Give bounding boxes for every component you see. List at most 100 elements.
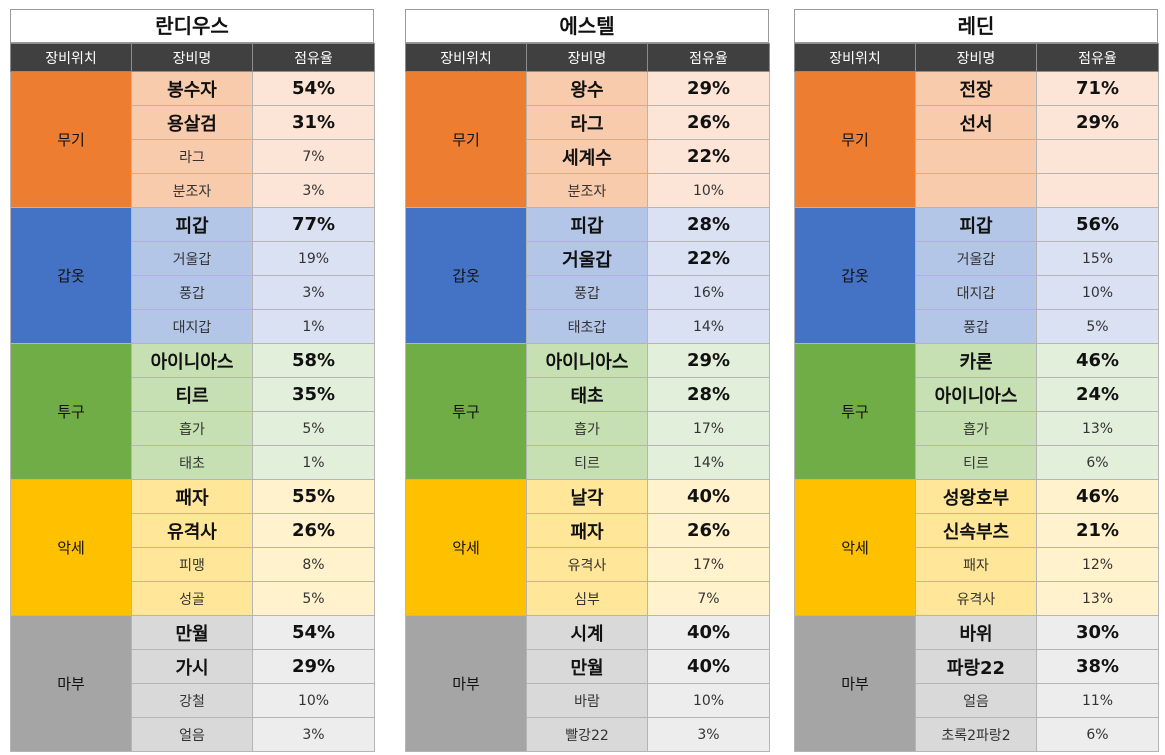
item-name-cell: 날각 [526,479,648,514]
item-name-cell [915,139,1037,174]
share-cell: 29% [252,649,375,684]
table-row: 거울갑 15% [795,241,1159,276]
table-row: 유격사 26% [11,513,375,548]
item-name-cell: 가시 [131,649,253,684]
table-row: 라그 26% [406,105,770,140]
table-row: 라그 7% [11,139,375,174]
share-cell: 31% [252,105,375,140]
share-cell: 26% [647,105,770,140]
share-cell: 13% [1036,581,1159,616]
share-cell: 3% [252,717,375,752]
table-row: 티르 35% [11,377,375,412]
share-cell: 54% [252,615,375,650]
share-cell: 7% [647,581,770,616]
equipment-table: 장비위치 장비명 점유율 무기 봉수자 54% 용살검 31% 라그 7% 분조자 3% 갑옷 피갑 77%… [10,43,375,752]
share-cell: 15% [1036,241,1159,276]
table-row: 흡가 5% [11,411,375,446]
item-name-cell: 패자 [526,513,648,548]
header-position: 장비위치 [10,43,132,72]
item-name-cell: 흡가 [131,411,253,446]
item-name-cell: 태초갑 [526,309,648,344]
item-name-cell: 대지갑 [915,275,1037,310]
table-row: 흡가 13% [795,411,1159,446]
panel-title: 레딘 [794,9,1158,43]
item-name-cell: 세계수 [526,139,648,174]
category-cell: 마부 [10,615,132,752]
table-row: 초록2파랑2 6% [795,717,1159,752]
item-name-cell: 봉수자 [131,71,253,106]
table-row: 용살검 31% [11,105,375,140]
item-name-cell [915,173,1037,208]
share-cell: 5% [1036,309,1159,344]
category-cell: 투구 [794,343,916,480]
share-cell: 56% [1036,207,1159,242]
item-name-cell: 티르 [131,377,253,412]
share-cell: 71% [1036,71,1159,106]
equipment-table: 장비위치 장비명 점유율 무기 왕수 29% 라그 26% 세계수 22% 분조자 10% 갑옷 피갑 28… [405,43,770,752]
category-cell: 갑옷 [405,207,527,344]
item-name-cell: 초록2파랑2 [915,717,1037,752]
item-name-cell: 피갑 [526,207,648,242]
table-row: 패자 12% [795,547,1159,582]
item-name-cell: 풍갑 [526,275,648,310]
item-name-cell: 빨강22 [526,717,648,752]
share-cell: 10% [1036,275,1159,310]
share-cell: 35% [252,377,375,412]
share-cell: 10% [252,683,375,718]
share-cell: 77% [252,207,375,242]
item-name-cell: 풍갑 [131,275,253,310]
share-cell: 40% [647,649,770,684]
share-cell: 28% [647,207,770,242]
share-cell: 29% [1036,105,1159,140]
table-row: 바람 10% [406,683,770,718]
category-cell: 갑옷 [794,207,916,344]
item-name-cell: 왕수 [526,71,648,106]
table-row: 악세 패자 55% [10,479,375,616]
header-name: 장비명 [526,43,648,72]
table-row: 세계수 22% [406,139,770,174]
share-cell: 10% [647,173,770,208]
category-cell: 투구 [405,343,527,480]
table-row: 악세 성왕호부 46% [794,479,1159,616]
share-cell: 22% [647,139,770,174]
share-cell: 10% [647,683,770,718]
table-row: 마부 바위 30% [794,615,1159,752]
table-row: 얼음 11% [795,683,1159,718]
item-name-cell: 분조자 [526,173,648,208]
share-cell: 26% [252,513,375,548]
panel-title: 에스텔 [405,9,769,43]
share-cell: 38% [1036,649,1159,684]
share-cell: 46% [1036,343,1159,378]
header-row: 장비위치 장비명 점유율 [405,43,770,72]
share-cell: 12% [1036,547,1159,582]
share-cell: 55% [252,479,375,514]
table-row: 투구 카론 46% [794,343,1159,480]
table-row: 가시 29% [11,649,375,684]
category-cell: 무기 [794,71,916,208]
item-name-cell: 시계 [526,615,648,650]
share-cell: 5% [252,581,375,616]
category-cell: 무기 [405,71,527,208]
item-name-cell: 풍갑 [915,309,1037,344]
table-row: 강철 10% [11,683,375,718]
table-row: 갑옷 피갑 28% [405,207,770,344]
item-name-cell: 바람 [526,683,648,718]
share-cell: 21% [1036,513,1159,548]
table-row: 빨강22 3% [406,717,770,752]
item-name-cell: 피갑 [915,207,1037,242]
item-name-cell: 용살검 [131,105,253,140]
table-row: 티르 14% [406,445,770,480]
table-row: 대지갑 10% [795,275,1159,310]
share-cell: 16% [647,275,770,310]
table-row: 유격사 17% [406,547,770,582]
share-cell: 3% [252,173,375,208]
share-cell: 29% [647,343,770,378]
category-cell: 악세 [794,479,916,616]
table-row: 악세 날각 40% [405,479,770,616]
table-row: 태초 1% [11,445,375,480]
table-row: 풍갑 5% [795,309,1159,344]
item-name-cell: 라그 [526,105,648,140]
category-cell: 무기 [10,71,132,208]
item-name-cell: 신속부츠 [915,513,1037,548]
share-cell: 54% [252,71,375,106]
